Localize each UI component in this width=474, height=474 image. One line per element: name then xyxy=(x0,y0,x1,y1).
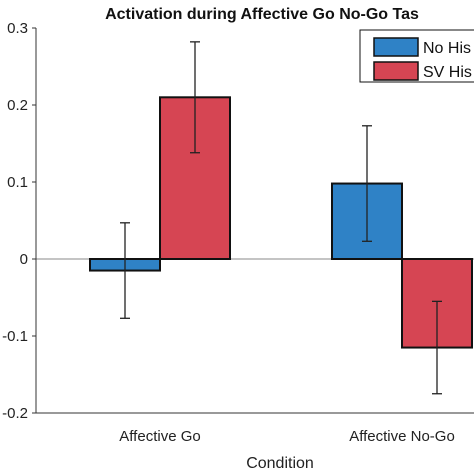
legend-label: No His xyxy=(423,40,471,57)
legend-swatch xyxy=(373,61,419,81)
y-tick-label: 0.2 xyxy=(7,97,28,114)
legend-label: SV His xyxy=(423,64,472,81)
legend-swatch xyxy=(373,37,419,57)
x-tick-label: Affective No-Go xyxy=(349,428,455,445)
bar-sv-his-0 xyxy=(159,96,231,260)
bars xyxy=(89,96,473,349)
y-tick-label: 0.1 xyxy=(7,174,28,191)
x-axis-label: Condition xyxy=(246,455,314,472)
y-tick-label: 0.3 xyxy=(7,20,28,37)
chart-title: Activation during Affective Go No-Go Tas xyxy=(105,6,419,23)
y-tick-label: -0.1 xyxy=(2,328,28,345)
y-tick-label: 0 xyxy=(20,251,28,268)
x-tick-label: Affective Go xyxy=(119,428,200,445)
y-tick-label: -0.2 xyxy=(2,405,28,422)
x-axis: Affective Go Affective No-Go xyxy=(119,428,455,445)
legend: No His SV His xyxy=(359,29,474,83)
error-bars xyxy=(120,41,442,395)
y-axis: -0.2 -0.1 0 0.1 0.2 0.3 xyxy=(2,20,36,422)
